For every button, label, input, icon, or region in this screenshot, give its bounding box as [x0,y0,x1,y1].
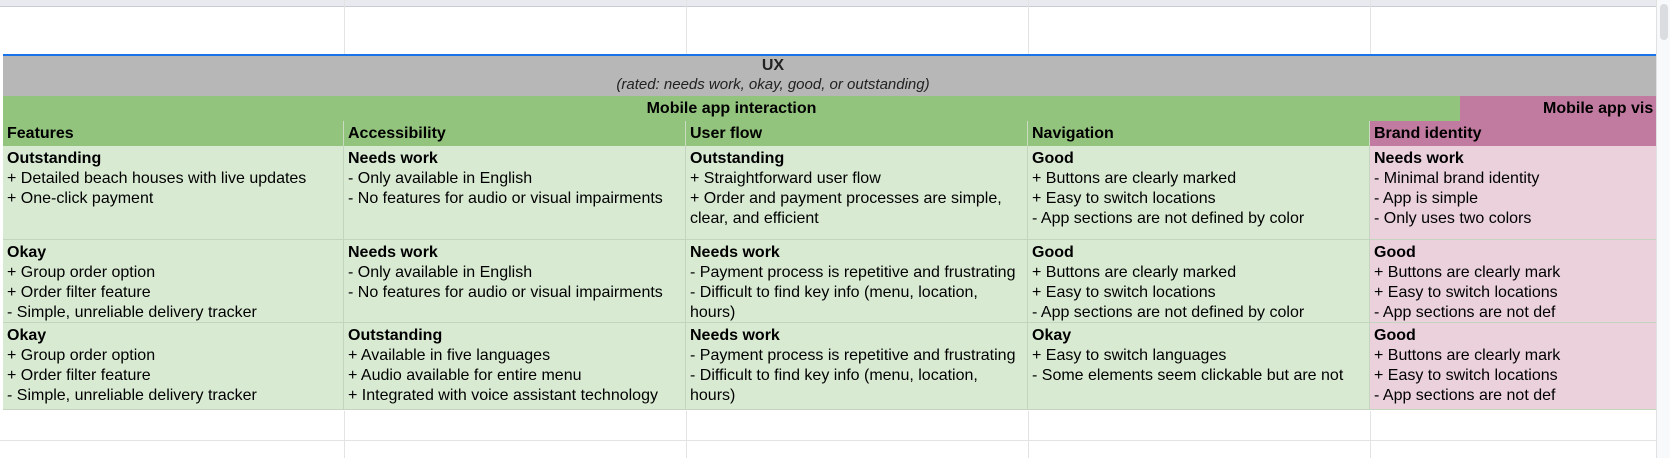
cell-line: - Payment process is repetitive and frus… [690,347,1016,364]
vertical-scrollbar[interactable] [1656,0,1670,458]
cell-line: - App sections are not defined by color [1032,210,1305,227]
cell-line: + Audio available for entire menu [348,367,582,384]
cell-line: + Available in five languages [348,347,551,364]
table-cell[interactable]: Good + Buttons are clearly mark + Easy to … [1370,240,1663,323]
cell-line: - Only uses two colors [1374,210,1532,227]
cell-rating: Good [1374,327,1416,344]
gridline [1370,0,1371,54]
cell-rating: Okay [1032,327,1072,344]
cell-line: - Payment process is repetitive and frus… [690,264,1016,281]
table-cell[interactable]: Okay + Easy to switch languages - Some ele… [1028,323,1370,410]
cell-line: - App is simple [1374,190,1479,207]
cell-rating: Needs work [348,244,438,261]
table-cell[interactable]: Outstanding + Straightforward user flow + … [686,146,1028,240]
cell-line: - Minimal brand identity [1374,170,1540,187]
cell-line: + Order and payment processes are simple… [690,190,1007,227]
cell-line: + One-click payment [7,190,154,207]
table-cell[interactable]: Good + Buttons are clearly marked + Easy t… [1028,240,1370,323]
cell-line: - Difficult to find key info (menu, loca… [690,284,983,321]
table-cell[interactable]: Okay + Group order option + Order filter f… [3,323,344,410]
cell-line: + Order filter feature [7,367,151,384]
table-cell[interactable]: Needs work - Minimal brand identity - App … [1370,146,1663,240]
cell-line: - Only available in English [348,170,533,187]
cell-line: - Difficult to find key info (menu, loca… [690,367,983,404]
gridline [344,411,345,458]
table-cell[interactable]: Needs work - Only available in English - N… [344,240,686,323]
cell-rating: Needs work [348,150,438,167]
cell-line: + Straightforward user flow [690,170,881,187]
cell-rating: Good [1374,244,1416,261]
cell-line: - App sections are not def [1374,304,1556,321]
table-cell[interactable]: Needs work - Payment process is repetitiv… [686,323,1028,410]
cell-line: - Only available in English [348,264,533,281]
table-cell[interactable]: Needs work - Only available in English - N… [344,146,686,240]
empty-row[interactable] [0,7,1670,55]
cell-line: + Group order option [7,347,156,364]
cell-rating: Needs work [1374,150,1464,167]
gridline [344,0,345,54]
cell-line: + Buttons are clearly marked [1032,264,1237,281]
gridline [686,411,687,458]
empty-row-bottom[interactable] [0,440,1670,458]
table-cell[interactable]: Outstanding + Detailed beach houses with … [3,146,344,240]
column-header-features[interactable]: Features [3,121,344,146]
gridline [1370,411,1371,458]
table-cell[interactable]: Okay + Group order option + Order filter f… [3,240,344,323]
cell-line: - App sections are not def [1374,387,1556,404]
cell-rating: Okay [7,327,47,344]
gridline [1028,0,1029,54]
table-cell[interactable]: Good + Buttons are clearly marked + Easy t… [1028,146,1370,240]
table-cell[interactable]: Outstanding + Available in five languages… [344,323,686,410]
section-mobile-app-interaction[interactable]: Mobile app interaction [3,96,1460,121]
cell-line: - App sections are not defined by color [1032,304,1305,321]
column-header-navigation[interactable]: Navigation [1028,121,1370,146]
scrollbar-thumb[interactable] [1660,4,1668,40]
cell-line: + Easy to switch locations [1032,284,1216,301]
cell-rating: Outstanding [7,150,102,167]
cell-rating: Needs work [690,244,780,261]
frozen-row-strip [0,0,1670,7]
cell-line: + Buttons are clearly marked [1032,170,1237,187]
section-mobile-app-visual[interactable]: Mobile app vis [1460,96,1663,121]
column-header-accessibility[interactable]: Accessibility [344,121,686,146]
table-cell[interactable]: Good + Buttons are clearly mark + Easy to … [1370,323,1663,410]
gridline [1028,411,1029,458]
cell-line: - No features for audio or visual impair… [348,284,663,301]
gridline [686,0,687,54]
cell-line: - Simple, unreliable delivery tracker [7,387,257,404]
cell-line: + Order filter feature [7,284,151,301]
cell-line: + Integrated with voice assistant techno… [348,387,658,404]
cell-rating: Good [1032,150,1074,167]
cell-line: + Buttons are clearly mark [1374,347,1561,364]
cell-line: + Easy to switch locations [1374,367,1558,384]
cell-line: + Buttons are clearly mark [1374,264,1561,281]
cell-line: + Easy to switch languages [1032,347,1227,364]
ux-title: UX [761,57,785,74]
cell-line: - Some elements seem clickable but are n… [1032,367,1344,384]
cell-rating: Needs work [690,327,780,344]
cell-rating: Okay [7,244,47,261]
cell-line: - No features for audio or visual impair… [348,190,663,207]
ux-subtitle: (rated: needs work, okay, good, or outst… [616,76,930,93]
ux-header-cell[interactable]: UX (rated: needs work, okay, good, or ou… [3,54,1663,98]
cell-line: + Detailed beach houses with live update… [7,170,307,187]
column-header-user-flow[interactable]: User flow [686,121,1028,146]
cell-rating: Outstanding [348,327,443,344]
cell-rating: Good [1032,244,1074,261]
cell-rating: Outstanding [690,150,785,167]
column-header-brand-identity[interactable]: Brand identity [1370,121,1663,146]
cell-line: + Easy to switch locations [1032,190,1216,207]
cell-line: + Group order option [7,264,156,281]
cell-line: + Easy to switch locations [1374,284,1558,301]
cell-line: - Simple, unreliable delivery tracker [7,304,257,321]
table-cell[interactable]: Needs work - Payment process is repetitiv… [686,240,1028,323]
